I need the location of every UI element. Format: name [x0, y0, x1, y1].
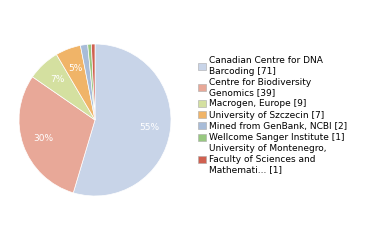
- Text: 55%: 55%: [139, 123, 159, 132]
- Wedge shape: [88, 44, 95, 120]
- Wedge shape: [57, 45, 95, 120]
- Wedge shape: [32, 54, 95, 120]
- Text: 5%: 5%: [68, 64, 83, 73]
- Wedge shape: [91, 44, 95, 120]
- Legend: Canadian Centre for DNA
Barcoding [71], Centre for Biodiversity
Genomics [39], M: Canadian Centre for DNA Barcoding [71], …: [198, 56, 347, 174]
- Wedge shape: [81, 44, 95, 120]
- Wedge shape: [19, 77, 95, 193]
- Text: 7%: 7%: [51, 75, 65, 84]
- Text: 30%: 30%: [33, 134, 54, 143]
- Wedge shape: [73, 44, 171, 196]
